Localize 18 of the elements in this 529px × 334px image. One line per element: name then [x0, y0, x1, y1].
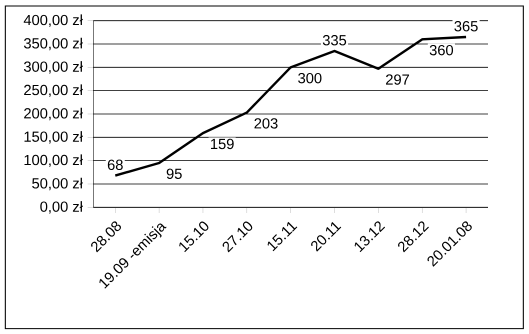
data-label: 159	[211, 138, 234, 150]
y-tick-label: 200,00 zł	[24, 108, 83, 120]
data-label: 95	[166, 168, 182, 179]
y-tick-label: 150,00 zł	[24, 131, 83, 144]
y-tick-label: 0,00 zł	[40, 201, 83, 214]
data-label: 335	[322, 35, 346, 46]
y-tick-label: 400,00 zł	[24, 14, 83, 27]
y-tick-label: 250,00 zł	[24, 84, 83, 97]
y-tick-label: 100,00 zł	[24, 154, 83, 167]
y-tick-label: 50,00 zł	[32, 178, 83, 190]
y-tick-label: 350,00 zł	[24, 38, 83, 50]
data-label: 365	[454, 21, 478, 32]
data-label: 297	[386, 74, 410, 85]
y-tick-label: 300,00 zł	[24, 61, 83, 74]
data-label: 360	[430, 44, 454, 56]
data-label: 68	[108, 160, 123, 170]
data-label: 203	[254, 118, 278, 129]
data-label: 300	[298, 72, 322, 84]
